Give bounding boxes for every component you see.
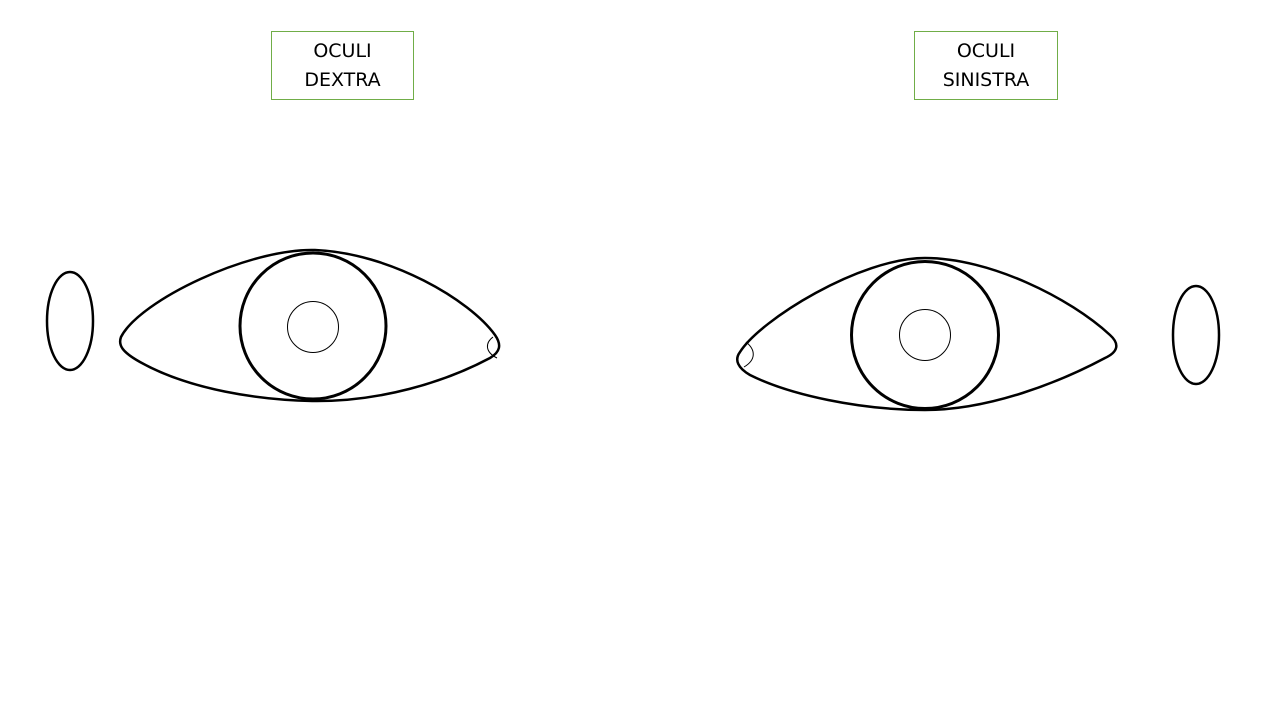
- left-eye-pupil: [899, 309, 951, 361]
- right-eye-iris: [238, 251, 388, 401]
- right-eye-label-line2: DEXTRA: [304, 68, 381, 91]
- right-eye-outline: [118, 248, 501, 403]
- left-eye-drawing: [736, 256, 1221, 412]
- left-eye-iris: [850, 260, 1000, 410]
- left-eye-outline: [736, 256, 1118, 412]
- left-eye-caruncle: [743, 341, 754, 368]
- left-eye-label-box: OCULI SINISTRA: [914, 31, 1058, 100]
- right-eye-label-box: OCULI DEXTRA: [271, 31, 414, 100]
- left-eye-label-line1: OCULI: [956, 39, 1016, 62]
- right-eye-pupil: [287, 301, 339, 353]
- right-eye-caruncle: [487, 336, 498, 359]
- left-eye-side-ellipse: [1171, 284, 1221, 386]
- right-eye-side-ellipse: [45, 270, 95, 372]
- right-eye-label-line1: OCULI: [313, 39, 372, 62]
- right-eye-drawing: [45, 248, 501, 403]
- left-eye-label-line2: SINISTRA: [942, 68, 1030, 91]
